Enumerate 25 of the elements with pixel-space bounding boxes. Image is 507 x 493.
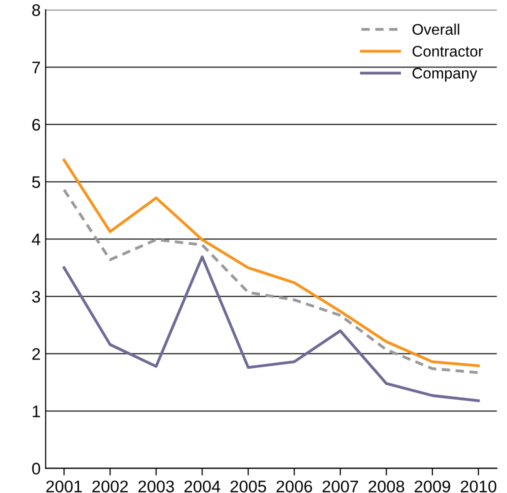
y-tick-label: 5 xyxy=(32,176,40,188)
x-tick-label: 2009 xyxy=(414,480,450,492)
x-tick-label: 2010 xyxy=(460,480,496,492)
x-tick-label: 2005 xyxy=(230,480,266,492)
y-tick-label: 4 xyxy=(32,234,40,246)
x-tick-label: 2003 xyxy=(138,480,174,492)
legend-label: Contractor xyxy=(412,46,483,57)
x-tick-label: 2006 xyxy=(276,480,312,492)
x-tick-label: 2008 xyxy=(368,480,404,492)
y-tick-label: 2 xyxy=(32,348,40,360)
x-tick-label: 2004 xyxy=(184,480,220,492)
x-tick-label: 2001 xyxy=(46,480,82,492)
y-tick-label: 6 xyxy=(32,118,40,131)
legend-label: Company xyxy=(412,68,478,82)
y-tick-label: 0 xyxy=(32,462,40,475)
legend-label: Overall xyxy=(412,24,460,35)
y-tick-label: 7 xyxy=(32,62,40,74)
y-tick-label: 8 xyxy=(32,4,40,16)
line-series xyxy=(62,158,480,368)
y-tick-label: 3 xyxy=(32,290,40,303)
line-series xyxy=(62,188,480,374)
x-tick-label: 2007 xyxy=(322,480,358,492)
x-tick-label: 2002 xyxy=(92,480,128,492)
y-tick-label: 1 xyxy=(32,406,40,418)
line-series xyxy=(62,255,480,402)
